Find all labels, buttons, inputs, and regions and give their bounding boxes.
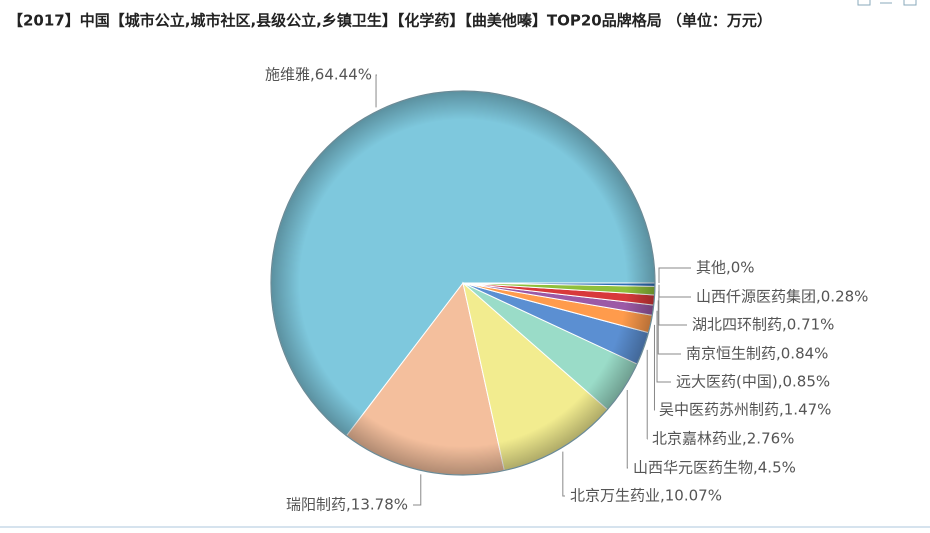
pie-rim — [270, 90, 656, 476]
slice-label: 山西华元医药生物,4.5% — [633, 459, 796, 477]
icon[interactable] — [903, 0, 917, 6]
slice-label: 其他,0% — [696, 259, 755, 277]
slice-label: 远大医药(中国),0.85% — [676, 373, 830, 391]
slice-label: 吴中医药苏州制药,1.47% — [659, 401, 831, 419]
slice-label: 山西仟源医药集团,0.28% — [696, 288, 868, 306]
leader-line — [626, 389, 628, 469]
leader-line — [562, 451, 565, 497]
pie — [270, 90, 656, 476]
leader-line — [658, 267, 691, 283]
slice-label: 施维雅,64.44% — [265, 66, 372, 84]
leader-line — [657, 300, 681, 355]
slice-label: 瑞阳制药,13.78% — [286, 496, 408, 514]
leader-line — [375, 74, 377, 108]
leader-line — [658, 290, 687, 326]
slice-label: 北京万生药业,10.07% — [570, 487, 722, 505]
slice-label: 南京恒生制药,0.84% — [686, 345, 828, 363]
leader-line — [413, 474, 422, 506]
slice-label: 湖北四环制药,0.71% — [692, 316, 834, 334]
toolbar-icons[interactable] — [857, 0, 917, 6]
icon[interactable] — [857, 0, 871, 6]
slice-label: 北京嘉林药业,2.76% — [652, 430, 794, 448]
leader-line — [658, 284, 691, 298]
chart-title: 【2017】中国【城市公立,城市社区,县级公立,乡镇卫生】【化学药】【曲美他嗪】… — [8, 12, 772, 30]
leader-line — [656, 310, 671, 383]
